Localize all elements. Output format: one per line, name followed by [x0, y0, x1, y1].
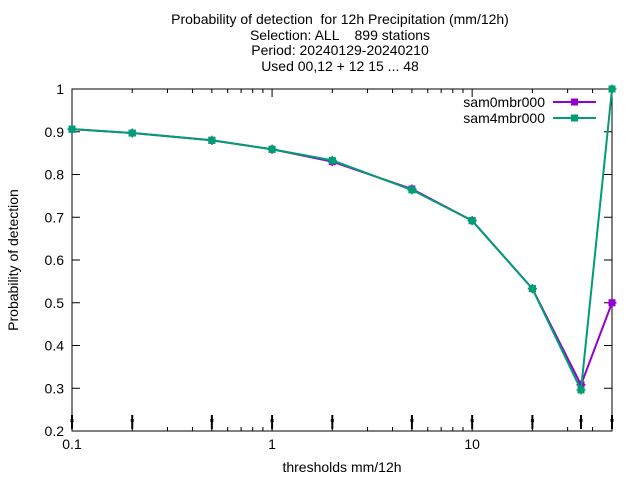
y-tick-label: 0.5 [45, 295, 65, 311]
axes [71, 88, 613, 432]
y-axis-label: Probability of detection [5, 189, 21, 331]
legend-label: sam4mbr000 [463, 110, 545, 126]
y-tick-label: 0.4 [45, 338, 65, 354]
axis-ticks: 0.2 0.3 0.4 0.5 0.6 0.7 0.8 0.9 1 0.1 1 10 [45, 81, 614, 452]
plot-frame [71, 88, 613, 432]
x-tick-label: 0.1 [62, 436, 82, 452]
title-line-3: Period: 20240129-20240210 [251, 42, 429, 58]
y-tick-label: 1 [56, 81, 64, 97]
y-tick-label: 0.8 [45, 167, 65, 183]
title-line-2: Selection: ALL 899 stations [249, 26, 431, 43]
x-axis-label: thresholds mm/12h [282, 459, 401, 475]
threshold-marker-dot [579, 419, 583, 422]
y-tick-label: 0.3 [45, 380, 65, 396]
threshold-marker-dot [470, 419, 474, 422]
y-tick-label: 0.9 [45, 124, 65, 140]
title-line-1: Probability of detection for 12h Precipi… [171, 11, 509, 27]
threshold-marker-dot [70, 419, 74, 422]
title-line-4: Used 00,12 + 12 15 ... 48 [261, 57, 419, 74]
chart-title: Probability of detection for 12h Precipi… [0, 11, 640, 74]
legend-marker [571, 114, 578, 122]
series-group [67, 84, 617, 395]
threshold-marker-dot [210, 419, 214, 422]
series-line [71, 128, 613, 388]
y-tick-label: 0.2 [45, 423, 65, 439]
series-line [71, 88, 613, 394]
y-tick-label: 0.7 [45, 209, 65, 225]
threshold-marker-dot [270, 419, 274, 422]
legend-label: sam0mbr000 [463, 94, 545, 110]
y-tick-label: 0.6 [45, 252, 65, 268]
x-tick-label: 10 [464, 436, 480, 452]
x-tick-label: 1 [268, 436, 276, 452]
threshold-marker-dot [530, 419, 534, 422]
threshold-marker-dot [610, 419, 614, 422]
threshold-marker-dot [410, 419, 414, 422]
threshold-marker-dot [330, 419, 334, 422]
legend-marker [571, 98, 578, 106]
threshold-marker-dot [130, 419, 134, 422]
series-sam4mbr000 [67, 84, 617, 395]
